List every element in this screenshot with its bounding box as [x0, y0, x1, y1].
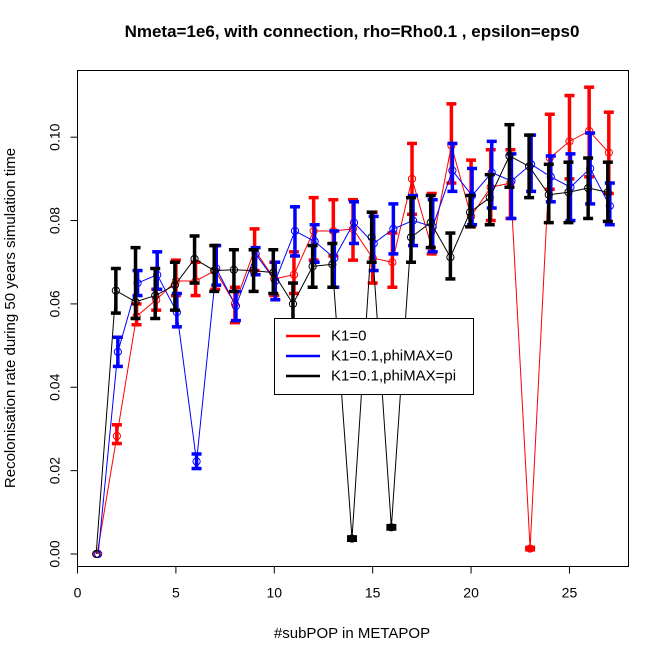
data-point [328, 260, 337, 269]
data-point [446, 253, 455, 262]
data-point [231, 301, 241, 311]
data-point [349, 218, 359, 227]
y-tick-label: 0.10 [47, 123, 63, 150]
data-point [94, 549, 103, 559]
data-point [544, 190, 553, 199]
data-point [249, 266, 258, 275]
data-point [407, 174, 417, 183]
data-point [584, 183, 593, 193]
data-point [288, 299, 298, 309]
chart-title: Nmeta=1e6, with connection, rho=Rho0.1 ,… [125, 22, 580, 41]
legend-label: K1=0.1,phiMAX=0 [331, 348, 453, 365]
data-point [526, 544, 535, 553]
data-point [112, 431, 121, 441]
y-tick-label: 0.08 [47, 207, 63, 234]
x-axis: 0 5 10 15 20 25 [74, 566, 578, 601]
data-point [347, 534, 357, 543]
y-axis-label: Recolonisation rate during 50 years simu… [2, 148, 19, 488]
y-tick-label: 0.00 [47, 540, 63, 567]
data-point [289, 270, 299, 279]
data-point [290, 226, 300, 236]
x-tick-label: 10 [266, 585, 282, 601]
data-point [465, 208, 475, 217]
data-point [210, 266, 219, 275]
data-point [170, 281, 179, 290]
y-tick-label: 0.04 [47, 373, 63, 400]
y-tick-label: 0.06 [47, 290, 63, 317]
x-tick-label: 0 [74, 585, 82, 601]
data-point [485, 193, 494, 202]
data-point [448, 166, 457, 175]
x-tick-label: 15 [365, 585, 381, 601]
data-point [406, 233, 416, 242]
data-point [308, 262, 317, 271]
data-point [190, 254, 199, 263]
data-point [603, 188, 612, 197]
legend-label: K1=0 [331, 328, 366, 345]
legend-label: K1=0.1,phiMAX=pi [331, 368, 456, 385]
data-point [367, 233, 376, 242]
data-point [113, 347, 122, 356]
y-tick-label: 0.02 [47, 457, 63, 484]
data-point [111, 286, 120, 295]
data-point [564, 188, 573, 197]
data-point [229, 265, 239, 274]
series-3 [92, 122, 613, 559]
data-point [92, 549, 101, 559]
legend: K1=0 K1=0.1,phiMAX=0 K1=0.1,phiMAX=pi [274, 318, 474, 395]
series-layer [92, 85, 615, 559]
data-point [505, 151, 514, 161]
x-tick-label: 20 [463, 585, 479, 601]
y-axis: 0.00 0.02 0.04 0.06 0.08 0.10 [47, 123, 78, 568]
data-point [388, 258, 397, 267]
data-point [604, 148, 613, 157]
data-point [131, 297, 140, 306]
data-point [151, 291, 160, 300]
x-tick-label: 25 [562, 585, 578, 601]
x-axis-label: #subPOP in METAPOP [274, 625, 430, 642]
x-tick-label: 5 [172, 585, 180, 601]
data-point [269, 268, 278, 277]
data-point [389, 224, 398, 233]
series-2 [94, 131, 615, 559]
data-point [565, 137, 574, 146]
data-point [426, 218, 435, 227]
data-point [192, 457, 201, 466]
data-point [387, 523, 396, 532]
data-point [525, 162, 534, 171]
